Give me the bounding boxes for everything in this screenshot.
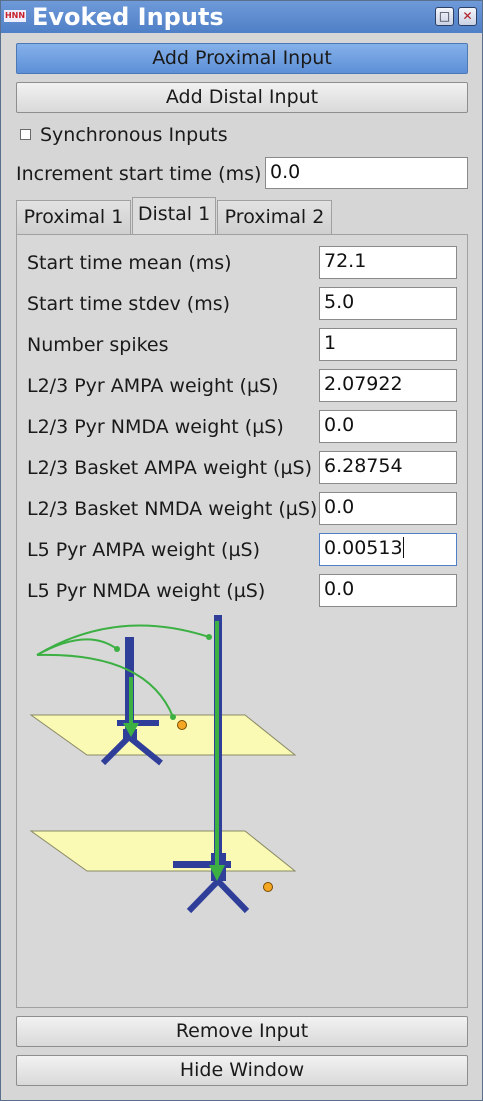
l23-pyr-ampa-weight-input[interactable]: 2.07922 bbox=[319, 369, 457, 402]
l23-basket-nmda-weight-input[interactable]: 0.0 bbox=[319, 492, 457, 525]
param-label: L5 Pyr NMDA weight (µS) bbox=[27, 580, 266, 602]
synapse-dot bbox=[170, 714, 176, 720]
l5-pyr-ampa-weight-input[interactable]: 0.00513 bbox=[319, 533, 457, 566]
window-title: Evoked Inputs bbox=[32, 3, 224, 31]
param-label: L2/3 Pyr NMDA weight (µS) bbox=[27, 416, 284, 438]
increment-start-time-label: Increment start time (ms) bbox=[16, 163, 262, 185]
param-label: L2/3 Pyr AMPA weight (µS) bbox=[27, 375, 279, 397]
neuron-input-diagram bbox=[29, 615, 297, 914]
tab-proximal-2[interactable]: Proximal 2 bbox=[217, 200, 332, 234]
start-time-mean-input[interactable]: 72.1 bbox=[319, 246, 457, 279]
tab-proximal-1[interactable]: Proximal 1 bbox=[16, 200, 131, 234]
l5-pyr-ampa-weight-value: 0.00513 bbox=[324, 537, 403, 559]
l23-pyr-nmda-weight-input[interactable]: 0.0 bbox=[319, 410, 457, 443]
param-label: Start time stdev (ms) bbox=[27, 293, 231, 315]
tab-distal-1[interactable]: Distal 1 bbox=[132, 197, 216, 234]
remove-input-button[interactable]: Remove Input bbox=[16, 1016, 468, 1047]
number-spikes-input[interactable]: 1 bbox=[319, 328, 457, 361]
l5-layer-plane bbox=[29, 830, 297, 872]
arrow-head-icon bbox=[209, 865, 225, 881]
l5-pyr-nmda-weight-input[interactable]: 0.0 bbox=[319, 574, 457, 607]
distal-1-panel bbox=[16, 234, 468, 1008]
param-label: L2/3 Basket AMPA weight (µS) bbox=[27, 457, 313, 479]
add-proximal-input-button[interactable]: Add Proximal Input bbox=[16, 43, 468, 74]
l23-basket-ampa-weight-input[interactable]: 6.28754 bbox=[319, 451, 457, 484]
increment-start-time-input[interactable]: 0.0 bbox=[265, 157, 468, 189]
start-time-stdev-input[interactable]: 5.0 bbox=[319, 287, 457, 320]
l5-basket-cell bbox=[263, 882, 273, 892]
arrow-head-icon bbox=[123, 723, 139, 737]
add-distal-input-button[interactable]: Add Distal Input bbox=[16, 82, 468, 113]
title-bar[interactable]: HNN Evoked Inputs □ ✕ bbox=[1, 1, 482, 33]
synapse-dot bbox=[114, 646, 120, 652]
hide-window-button[interactable]: Hide Window bbox=[16, 1055, 468, 1086]
param-label: L2/3 Basket NMDA weight (µS) bbox=[27, 498, 318, 520]
synapse-dot bbox=[206, 634, 212, 640]
synchronous-inputs-label: Synchronous Inputs bbox=[40, 124, 228, 146]
maximize-icon[interactable]: □ bbox=[435, 7, 454, 26]
l23-basket-cell bbox=[177, 720, 187, 730]
param-label: L5 Pyr AMPA weight (µS) bbox=[27, 539, 261, 561]
close-icon[interactable]: ✕ bbox=[458, 7, 477, 26]
l23-layer-plane bbox=[29, 714, 297, 756]
param-label: Number spikes bbox=[27, 334, 169, 356]
distal-input-arrows bbox=[36, 621, 219, 869]
param-label: Start time mean (ms) bbox=[27, 252, 232, 274]
hnn-app-icon: HNN bbox=[4, 10, 26, 22]
text-caret bbox=[402, 537, 404, 558]
synchronous-inputs-checkbox[interactable] bbox=[20, 129, 31, 140]
